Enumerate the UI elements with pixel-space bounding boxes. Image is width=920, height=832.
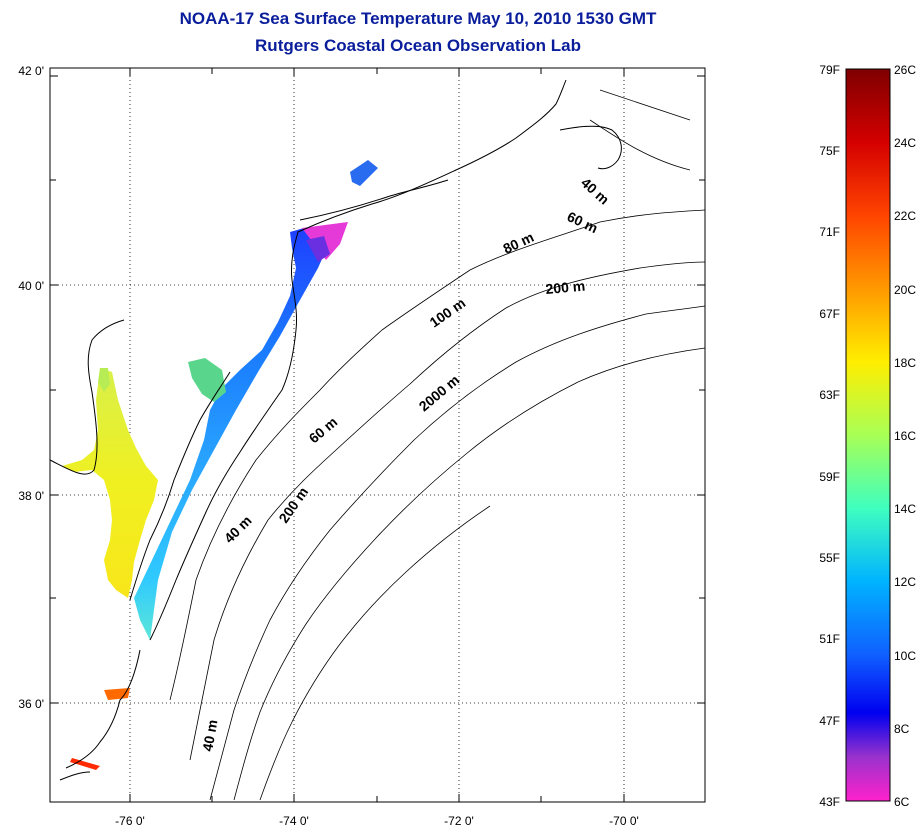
sst-delaware-bay bbox=[188, 358, 226, 402]
isobath-shelf-1 bbox=[169, 209, 706, 701]
sst-chesapeake-bay bbox=[62, 368, 158, 598]
lon-labels: -76 0' -74 0' -72 0' -70 0' bbox=[115, 814, 639, 828]
cb-f-71: 71F bbox=[819, 225, 840, 239]
colorbar-celsius-labels: 26C 24C 22C 20C 18C 16C 14C 12C 10C 8C 6… bbox=[894, 63, 916, 809]
isobath-label-40m-south: 40 m bbox=[199, 718, 220, 752]
isobath-shelf-3 bbox=[209, 305, 706, 801]
cb-f-43: 43F bbox=[819, 795, 840, 809]
lon-label-72: -72 0' bbox=[444, 814, 474, 828]
coast-nc-banks bbox=[65, 649, 141, 769]
cb-c-18: 18C bbox=[894, 356, 916, 370]
coast-atlantic bbox=[149, 79, 567, 641]
coast-delmarva bbox=[129, 371, 231, 601]
lon-label-70: -70 0' bbox=[609, 814, 639, 828]
cb-c-12: 12C bbox=[894, 575, 916, 589]
cb-c-10: 10C bbox=[894, 649, 916, 663]
cb-f-67: 67F bbox=[819, 307, 840, 321]
isobath-gulf-maine bbox=[589, 89, 691, 171]
cb-c-16: 16C bbox=[894, 429, 916, 443]
colorbar-fahrenheit-labels: 79F 75F 71F 67F 63F 59F 55F 51F 47F 43F bbox=[819, 63, 840, 809]
cb-c-22: 22C bbox=[894, 209, 916, 223]
isobath-deep bbox=[259, 505, 491, 801]
coast-sounds bbox=[59, 771, 91, 781]
cb-f-63: 63F bbox=[819, 388, 840, 402]
lon-label-76: -76 0' bbox=[115, 814, 145, 828]
isobath-slope bbox=[233, 347, 706, 801]
lon-label-74: -74 0' bbox=[279, 814, 309, 828]
map-frame bbox=[49, 67, 706, 803]
cb-c-14: 14C bbox=[894, 502, 916, 516]
lat-label-38: 38 0' bbox=[18, 489, 44, 503]
frame-ticks bbox=[50, 68, 705, 802]
map-title: NOAA-17 Sea Surface Temperature May 10, … bbox=[179, 9, 657, 28]
cb-f-51: 51F bbox=[819, 632, 840, 646]
cb-f-55: 55F bbox=[819, 551, 840, 565]
sst-chesapeake-upper bbox=[98, 368, 110, 392]
colorbar: 79F 75F 71F 67F 63F 59F 55F 51F 47F 43F … bbox=[819, 63, 916, 809]
isobath-shelf-2 bbox=[189, 261, 706, 761]
coastline bbox=[49, 79, 622, 781]
cb-f-59: 59F bbox=[819, 470, 840, 484]
cb-c-6: 6C bbox=[894, 795, 910, 809]
cb-f-75: 75F bbox=[819, 144, 840, 158]
cb-f-47: 47F bbox=[819, 714, 840, 728]
lat-labels: 42 0' 40 0' 38 0' 36 0' bbox=[18, 64, 44, 711]
lat-label-42: 42 0' bbox=[18, 64, 44, 78]
coast-chesapeake-w bbox=[49, 319, 125, 475]
cb-c-26: 26C bbox=[894, 63, 916, 77]
sst-long-island-sound bbox=[350, 160, 378, 186]
colorbar-gradient bbox=[845, 68, 891, 802]
lat-label-36: 36 0' bbox=[18, 697, 44, 711]
cb-f-79: 79F bbox=[819, 63, 840, 77]
sst-swath bbox=[134, 228, 326, 640]
cb-c-20: 20C bbox=[894, 283, 916, 297]
cb-c-24: 24C bbox=[894, 136, 916, 150]
sst-pamlico-sound bbox=[104, 688, 130, 700]
coast-cape-cod bbox=[559, 125, 622, 170]
isobaths bbox=[169, 89, 706, 801]
sst-data bbox=[62, 160, 378, 770]
sst-ny-bight-mid bbox=[306, 236, 330, 262]
coast-long-island bbox=[299, 179, 449, 221]
map-subtitle: Rutgers Coastal Ocean Observation Lab bbox=[255, 36, 581, 55]
sst-pamlico-south bbox=[70, 758, 100, 770]
isobath-label-200m-north: 200 m bbox=[545, 278, 586, 297]
lat-label-40: 40 0' bbox=[18, 279, 44, 293]
cb-c-8: 8C bbox=[894, 722, 910, 736]
